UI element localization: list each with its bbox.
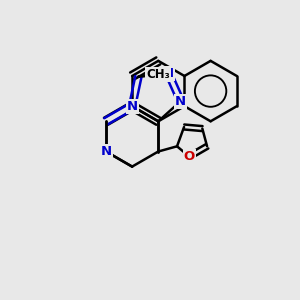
Text: O: O: [184, 150, 195, 163]
Text: N: N: [163, 67, 174, 80]
Text: O: O: [100, 145, 112, 158]
Text: N: N: [127, 100, 138, 113]
Text: CH₃: CH₃: [146, 68, 170, 81]
Text: N: N: [175, 94, 186, 108]
Text: N: N: [100, 145, 112, 158]
